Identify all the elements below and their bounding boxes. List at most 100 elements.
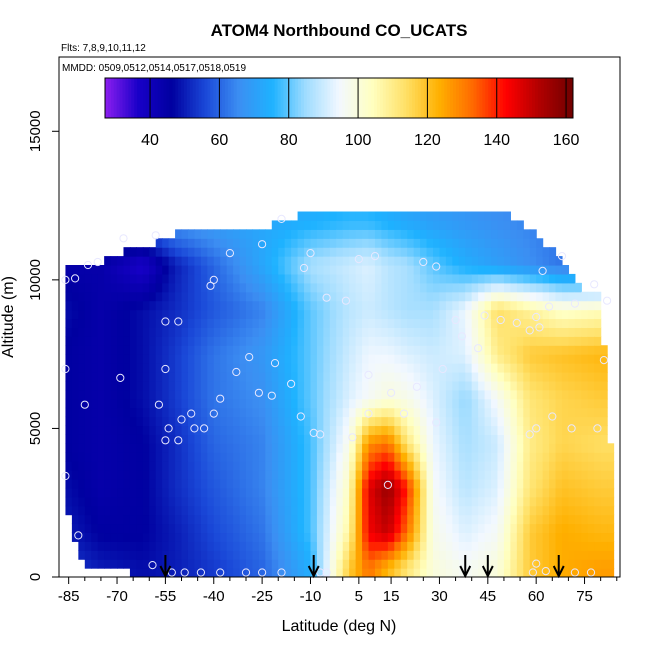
heatmap-cell [478,559,486,569]
heatmap-cell [168,416,176,427]
heatmap-cell [600,559,608,569]
heatmap-cell [291,371,299,382]
heatmap-cell [187,318,196,328]
heatmap-cell [342,425,350,435]
heatmap-cell [452,282,460,293]
heatmap-cell [458,220,466,230]
heatmap-cell [200,487,208,498]
heatmap-cell [310,389,318,400]
heatmap-cell [220,256,228,266]
heatmap-cell [304,327,312,337]
heatmap-cell [555,452,563,462]
heatmap-cell [420,425,428,435]
heatmap-cell [239,550,247,560]
heatmap-cell [284,327,292,337]
heatmap-cell [291,434,299,444]
heatmap-cell [168,443,176,453]
heatmap-cell [484,327,492,337]
heatmap-cell [323,443,331,453]
heatmap-cell [187,434,196,444]
heatmap-cell [136,514,144,525]
heatmap-cell [426,559,434,569]
heatmap-cell [420,532,428,542]
heatmap-cell [149,363,157,373]
heatmap-cell [181,380,189,391]
heatmap-cell [439,309,447,320]
heatmap-cell [91,470,99,480]
heatmap-cell [407,327,415,337]
colorbar: 40 60 80 100 120 140 160 [104,77,580,149]
observation-point [399,409,409,418]
heatmap-cell [349,371,357,382]
heatmap-cell [304,478,312,489]
colorbar-segment [496,78,501,118]
heatmap-cell [368,220,376,230]
heatmap-cell [374,487,383,498]
heatmap-cell [71,327,79,337]
heatmap-cell [175,470,183,480]
heatmap-cell [117,309,125,320]
heatmap-cell [362,220,370,230]
heatmap-cell [355,559,363,569]
heatmap-cell [336,443,344,453]
heatmap-cell [362,568,370,577]
heatmap-cell [445,532,453,542]
heatmap-cell [117,389,125,400]
heatmap-cell [207,568,215,577]
observation-point [190,424,199,433]
heatmap-cell [310,434,318,444]
heatmap-cell [381,407,389,418]
heatmap-cell [117,541,125,551]
heatmap-cell [368,541,376,551]
heatmap-cell [149,389,157,400]
heatmap-cell [420,309,428,320]
heatmap-cell [155,371,163,382]
observation-point [590,280,599,289]
heatmap-cell [142,309,150,320]
heatmap-cell [465,487,473,498]
heatmap-cell [342,389,350,400]
heatmap-cell [426,523,434,534]
heatmap-cell [265,309,273,320]
heatmap-cell [471,568,479,577]
heatmap-cell [168,238,176,248]
heatmap-cell [162,345,170,355]
heatmap-cell [349,273,357,284]
heatmap-cell [458,541,466,551]
heatmap-cell [555,505,563,516]
heatmap-cell [162,523,170,534]
heatmap-cell [252,256,260,266]
heatmap-cell [387,496,395,507]
heatmap-cell [465,238,473,248]
heatmap-cell [458,238,466,248]
heatmap-cell [226,559,234,569]
heatmap-cell [349,354,357,364]
heatmap-cell [491,407,499,418]
heatmap-cell [536,282,544,293]
heatmap-cell [110,389,118,400]
heatmap-cell [594,363,602,373]
heatmap-cell [304,336,312,346]
heatmap-cell [433,211,441,222]
heatmap-cell [542,336,550,346]
heatmap-cell [529,523,537,534]
heatmap-cell [78,309,86,320]
heatmap-cell [426,229,434,239]
heatmap-cell [187,478,196,489]
heatmap-cell [194,550,202,560]
heatmap-cell [226,354,234,364]
heatmap-cell [387,443,395,453]
heatmap-cell [97,532,105,542]
heatmap-cell [175,247,183,257]
colorbar-segment [251,78,255,118]
colorbar-segment [230,78,235,118]
heatmap-cell [503,363,511,373]
heatmap-cell [465,559,473,569]
heatmap-cell [278,505,286,516]
colorbar-segment [175,78,179,118]
heatmap-cell [71,309,79,320]
heatmap-cell [323,550,331,560]
heatmap-cell [297,478,305,489]
heatmap-cell [465,568,473,577]
heatmap-cell [465,532,473,542]
